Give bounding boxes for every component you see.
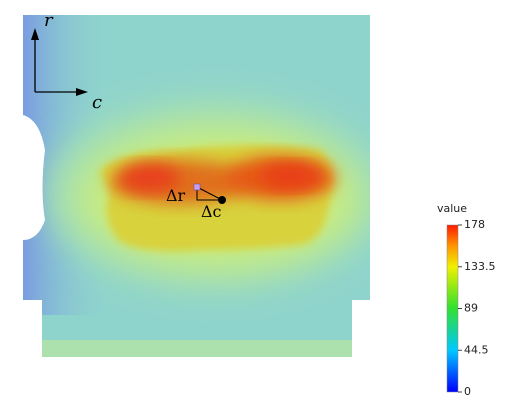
displacement-marker bbox=[193, 183, 226, 204]
field bbox=[23, 15, 370, 357]
axis-label: r bbox=[44, 10, 54, 31]
tick-label: 44.5 bbox=[464, 343, 489, 356]
annotation: Δc bbox=[201, 202, 222, 221]
colorbar bbox=[446, 224, 459, 393]
tick-label: 178 bbox=[464, 218, 485, 231]
tick-label: 0 bbox=[464, 385, 471, 398]
colorbar-title: value bbox=[437, 202, 467, 215]
axis-label: c bbox=[92, 92, 102, 113]
tick-label: 89 bbox=[464, 302, 478, 315]
tick-label: 133.5 bbox=[464, 260, 496, 273]
annotation: Δr bbox=[166, 186, 186, 205]
axis-arrows bbox=[31, 28, 88, 96]
